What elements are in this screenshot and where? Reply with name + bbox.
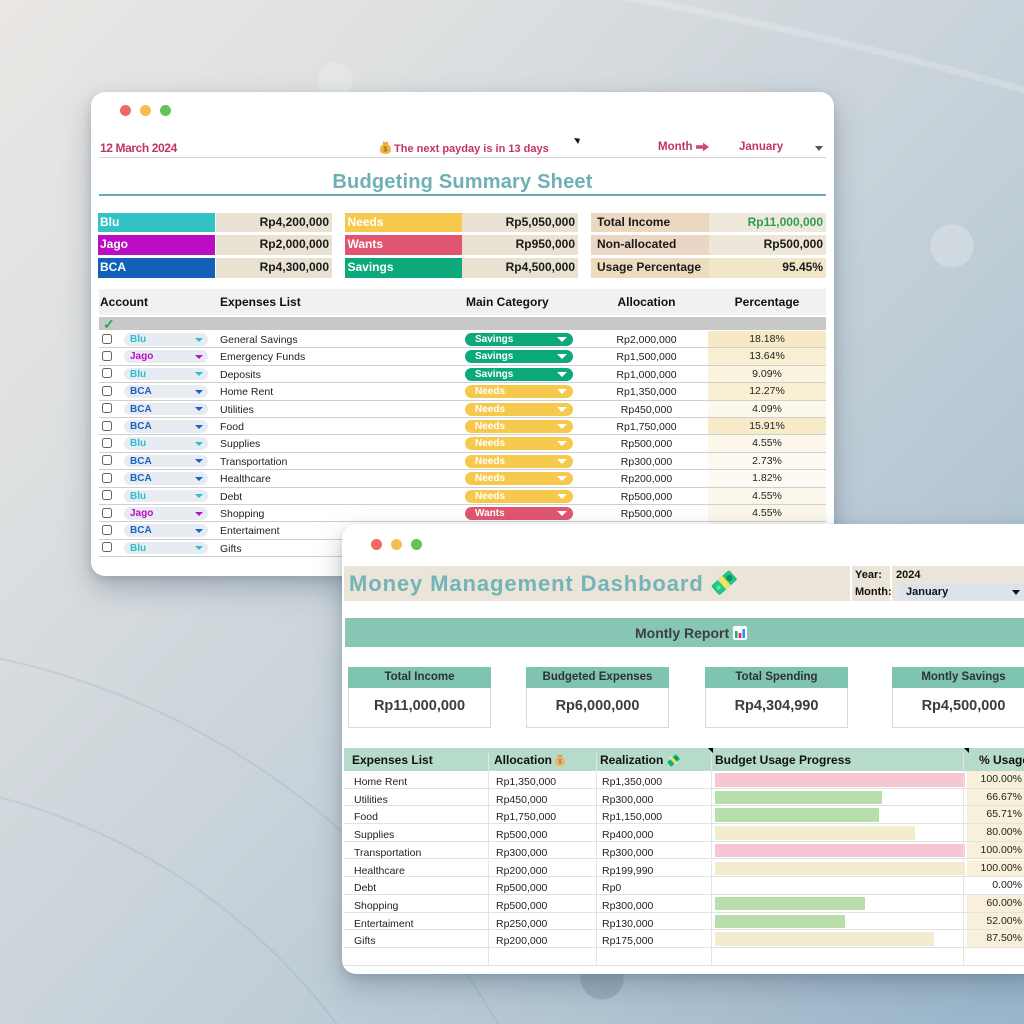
svg-text:$: $ <box>384 146 388 153</box>
svg-text:$: $ <box>559 758 563 765</box>
